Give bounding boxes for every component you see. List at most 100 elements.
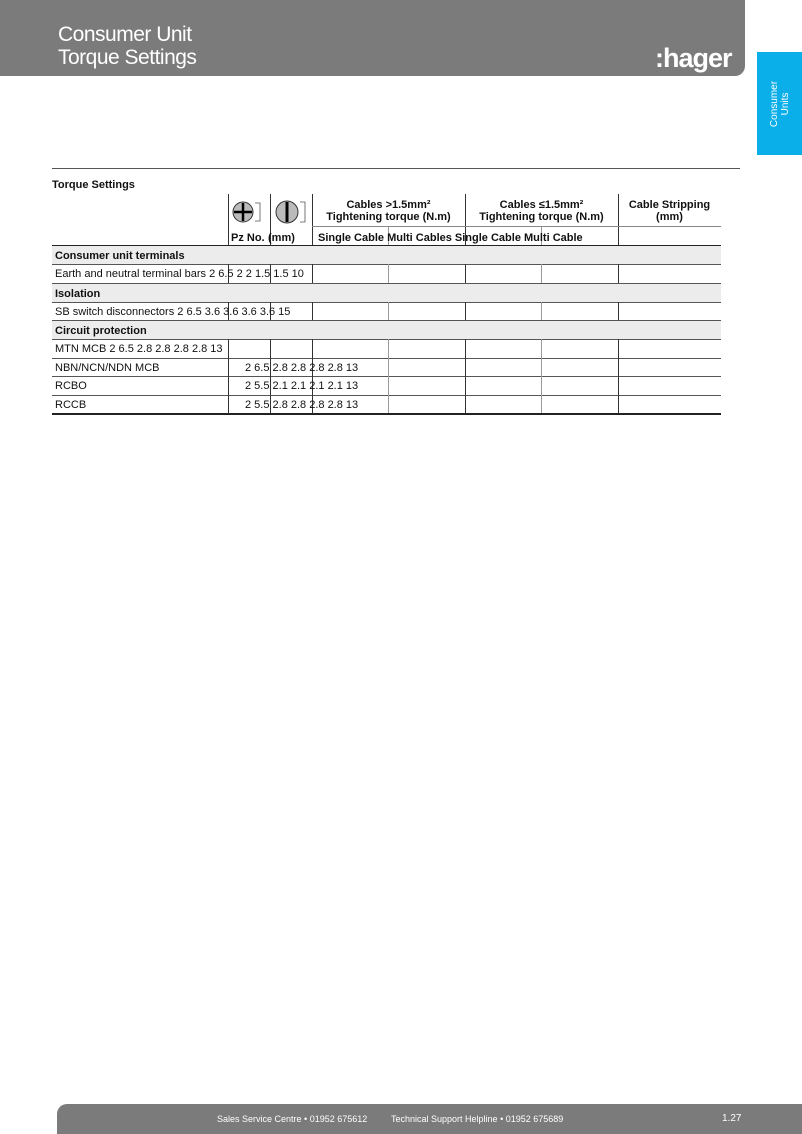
grid-line [618,194,619,245]
row-label: NBN/NCN/NDN MCB [55,361,160,374]
grid-line [228,301,229,320]
title-line-1: Consumer Unit [58,23,192,46]
row-divider [52,245,721,247]
grid-line [228,194,229,245]
section-header: Isolation [52,283,721,302]
grid-line [465,357,466,376]
sub-headers: Single Cable Multi Cables Single Cable M… [318,232,583,244]
grid-line [388,394,389,413]
title-line-2: Torque Settings [58,46,197,69]
grid-line [541,394,542,413]
col-header-mm: (mm) [268,232,295,244]
table-row-text: Earth and neutral terminal bars 2 6.5 2 … [55,268,304,280]
table-caption: Torque Settings [52,179,135,191]
table-row-text: MTN MCB 2 6.5 2.8 2.8 2.8 2.8 13 [55,343,223,355]
grid-line [388,301,389,320]
grid-line [618,339,619,358]
row-divider [52,264,721,265]
le-line-1: Cables ≤1.5mm² [499,199,584,211]
col-header-pz: Pz No. [231,232,265,244]
grid-line [388,264,389,283]
table-row-text: SB switch disconnectors 2 6.5 3.6 3.6 3.… [55,305,291,318]
grid-line [312,339,313,358]
row-divider [52,282,721,284]
grid-line [270,394,271,413]
row-divider [52,320,721,321]
grid-line [465,194,466,245]
row-label: RCCB [55,398,87,411]
grid-line [228,264,229,283]
page-footer: Sales Service Centre • 01952 675612 Tech… [57,1104,802,1134]
grid-line [228,339,229,358]
col-header-strip: Cable Stripping (mm) [618,199,721,223]
strip-line-2: (mm) [656,211,683,223]
grid-line [228,376,229,395]
grid-line [312,226,721,227]
row-divider [52,394,721,396]
grid-line [618,376,619,395]
grid-line [312,194,313,245]
col-header-gt: Cables >1.5mm² Tightening torque (N.m) [312,199,465,223]
section-header: Consumer unit terminals [52,246,721,264]
pozidriv-screw-icon [232,201,261,223]
gt-line-2: Tightening torque (N.m) [326,211,451,223]
row-label: RCBO [55,380,87,392]
section-header: Circuit protection [52,321,721,339]
grid-line [465,394,466,413]
le-line-2: Tightening torque (N.m) [479,211,604,223]
col-header-le: Cables ≤1.5mm² Tightening torque (N.m) [465,199,618,223]
tab-line-1: Consumer [768,80,780,127]
hager-logo: :hager [655,43,733,73]
row-divider [52,339,721,340]
grid-line [270,357,271,376]
grid-line [388,357,389,376]
strip-line-1: Cable Stripping [628,199,711,211]
grid-line [541,264,542,283]
row-divider [52,301,721,303]
slotted-screw-icon [275,200,306,224]
grid-line [388,376,389,395]
grid-line [541,339,542,358]
row-divider [52,357,721,359]
grid-line [312,301,313,320]
grid-line [465,376,466,395]
grid-line [388,339,389,358]
row-values: 2 6.5 2.8 2.8 2.8 2.8 13 [245,361,359,374]
support-contact: Technical Support Helpline • 01952 67568… [391,1114,564,1124]
page-number: 1.27 [722,1113,742,1124]
page-header: Consumer Unit Torque Settings :hager [0,0,745,76]
row-values: 2 5.5 2.8 2.8 2.8 2.8 13 [245,398,359,411]
grid-line [618,357,619,376]
sales-contact: Sales Service Centre • 01952 675612 [217,1114,368,1124]
grid-line [618,301,619,320]
grid-line [312,394,313,413]
row-values: 2 5.5 2.1 2.1 2.1 2.1 13 [245,380,359,392]
divider [52,168,740,169]
grid-line [465,301,466,320]
grid-line [312,376,313,395]
section-tab-consumer-units[interactable]: Consumer Units [757,52,802,155]
grid-line [312,264,313,283]
grid-line [618,264,619,283]
grid-line [618,394,619,413]
tab-line-2: Units [779,92,791,115]
grid-line [541,376,542,395]
grid-line [465,339,466,358]
grid-line [228,357,229,376]
grid-line [270,301,271,320]
grid-line [388,227,389,245]
grid-line [228,394,229,413]
grid-line [270,264,271,283]
grid-line [312,357,313,376]
grid-line [541,227,542,245]
grid-line [541,301,542,320]
page-title: Consumer Unit Torque Settings [58,23,197,69]
grid-line [270,194,271,245]
grid-line [270,339,271,358]
row-divider [52,413,721,415]
grid-line [465,264,466,283]
grid-line [270,376,271,395]
gt-line-1: Cables >1.5mm² [346,199,431,211]
grid-line [541,357,542,376]
row-divider [52,376,721,377]
